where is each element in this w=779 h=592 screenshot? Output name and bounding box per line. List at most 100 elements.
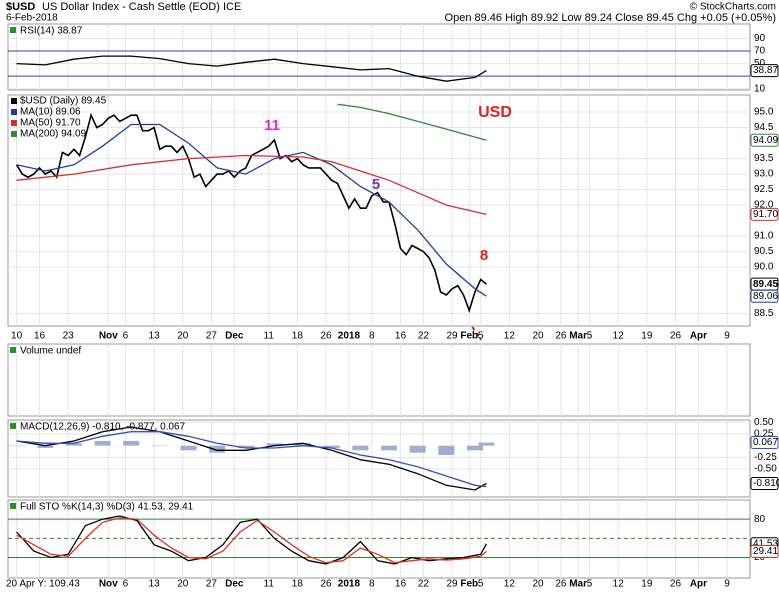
- legend-label: MA(50) 91.70: [20, 118, 81, 129]
- x-tick-label: 16: [395, 331, 407, 342]
- y-tick-label: 88.5: [754, 308, 774, 319]
- series-line: [16, 431, 487, 488]
- x-tick-label: 12: [613, 579, 625, 590]
- legend-swatch: [11, 98, 17, 104]
- legend-label: MA(200) 94.09: [20, 129, 87, 140]
- y-tick-label: 90.5: [754, 246, 774, 257]
- value-label: 38.87: [753, 65, 778, 76]
- x-tick-label: Apr: [690, 579, 707, 590]
- series-line: [16, 55, 487, 82]
- x-tick-label: 23: [63, 331, 75, 342]
- value-badge: [750, 64, 779, 78]
- x-tick-label: 26: [555, 579, 567, 590]
- panel-title: Full STO %K(14,3) %D(3) 41.53, 29.41: [20, 502, 194, 513]
- histogram-bar: [295, 443, 312, 446]
- x-tick-label: Feb: [460, 331, 478, 342]
- symbol: $USD: [6, 1, 35, 13]
- title-swatch: [10, 423, 16, 429]
- histogram-bar: [409, 445, 426, 453]
- title-swatch: [10, 27, 16, 33]
- legend-label: $USD (Daily) 89.45: [20, 96, 107, 107]
- y-tick-label: 94.5: [754, 122, 774, 133]
- x-tick-label: 2018: [338, 579, 361, 590]
- annotation: USD: [478, 104, 512, 121]
- x-tick-label: 20: [532, 331, 544, 342]
- histogram-bar: [151, 445, 168, 447]
- annotation: 11: [264, 117, 280, 134]
- x-tick-label: 18: [292, 331, 304, 342]
- title-swatch: [10, 347, 16, 353]
- x-tick-label: Nov: [99, 331, 118, 342]
- x-tick-label: 12: [504, 331, 516, 342]
- panel: [7, 343, 751, 417]
- value-badge: [750, 207, 779, 221]
- x-tick-label: 9: [724, 331, 730, 342]
- value-label: 91.70: [753, 209, 778, 220]
- title-swatch: [10, 503, 16, 509]
- y-tick-label: -0.25: [754, 452, 777, 463]
- series-line: [16, 517, 487, 564]
- value-badge: [750, 289, 779, 303]
- histogram-bar: [381, 445, 398, 451]
- value-badge: [750, 436, 779, 450]
- x-tick-label: 10: [11, 331, 23, 342]
- x-tick-label: 6: [123, 331, 129, 342]
- x-tick-label: Dec: [225, 579, 244, 590]
- histogram-bar: [237, 445, 254, 448]
- histogram-bar: [65, 443, 82, 446]
- value-badge: [750, 476, 779, 490]
- x-tick-label: 5: [478, 579, 484, 590]
- annotation: 8: [480, 247, 488, 264]
- histogram-bar: [323, 445, 340, 448]
- x-tick-label: Apr: [690, 331, 707, 342]
- histogram-bar: [352, 445, 369, 451]
- histogram-bar: [123, 441, 140, 446]
- x-tick-label: 11: [264, 331, 275, 342]
- y-tick-label: 91.0: [754, 231, 774, 242]
- histogram-bar: [180, 445, 197, 451]
- y-tick-label: 92.5: [754, 184, 774, 195]
- legend-swatch: [11, 109, 17, 115]
- x-tick-label: 26: [670, 331, 682, 342]
- panel: [7, 94, 751, 327]
- x-tick-label: 5: [587, 579, 593, 590]
- x-tick-label: 8: [369, 331, 375, 342]
- x-tick-label: 19: [641, 331, 653, 342]
- histogram-bar: [8, 445, 25, 447]
- value-badge: [750, 545, 779, 559]
- x-tick-label: 8: [369, 579, 375, 590]
- x-tick-label: Nov: [99, 579, 118, 590]
- histogram-bar: [438, 445, 455, 455]
- x-tick-label: Mar: [569, 331, 587, 342]
- x-tick-label: 13: [149, 331, 161, 342]
- legend-swatch: [11, 131, 17, 137]
- footer: 20 Apr Y: 109.43: [6, 579, 80, 590]
- series-line: [16, 123, 487, 297]
- x-tick-label: 16: [395, 579, 407, 590]
- x-tick-label: 20: [532, 579, 544, 590]
- y-tick-label: 90: [754, 33, 766, 44]
- y-tick-label: 90.0: [754, 262, 774, 273]
- value-label: 89.06: [753, 291, 778, 302]
- x-tick-label: 12: [613, 331, 625, 342]
- x-tick-label: 22: [418, 579, 430, 590]
- x-tick-label: 29: [446, 579, 458, 590]
- y-tick-label: 0.50: [754, 417, 774, 428]
- y-tick-label: 92.0: [754, 200, 774, 211]
- series-line: [16, 515, 487, 565]
- x-tick-label: 5: [478, 331, 484, 342]
- x-tick-label: 9: [724, 579, 730, 590]
- y-tick-label: 70: [754, 46, 766, 57]
- y-tick-label: 10: [754, 83, 766, 94]
- y-tick-label: 93.0: [754, 169, 774, 180]
- y-tick-label: 93.5: [754, 153, 774, 164]
- x-tick-label: Mar: [569, 579, 587, 590]
- annotation: 5: [372, 176, 380, 193]
- series-line: [16, 154, 487, 216]
- x-tick-label: 11: [264, 579, 275, 590]
- value-badge: [750, 133, 779, 147]
- histogram-bar: [94, 441, 111, 446]
- date: 6-Feb-2018: [6, 13, 58, 24]
- x-tick-label: 5: [587, 331, 593, 342]
